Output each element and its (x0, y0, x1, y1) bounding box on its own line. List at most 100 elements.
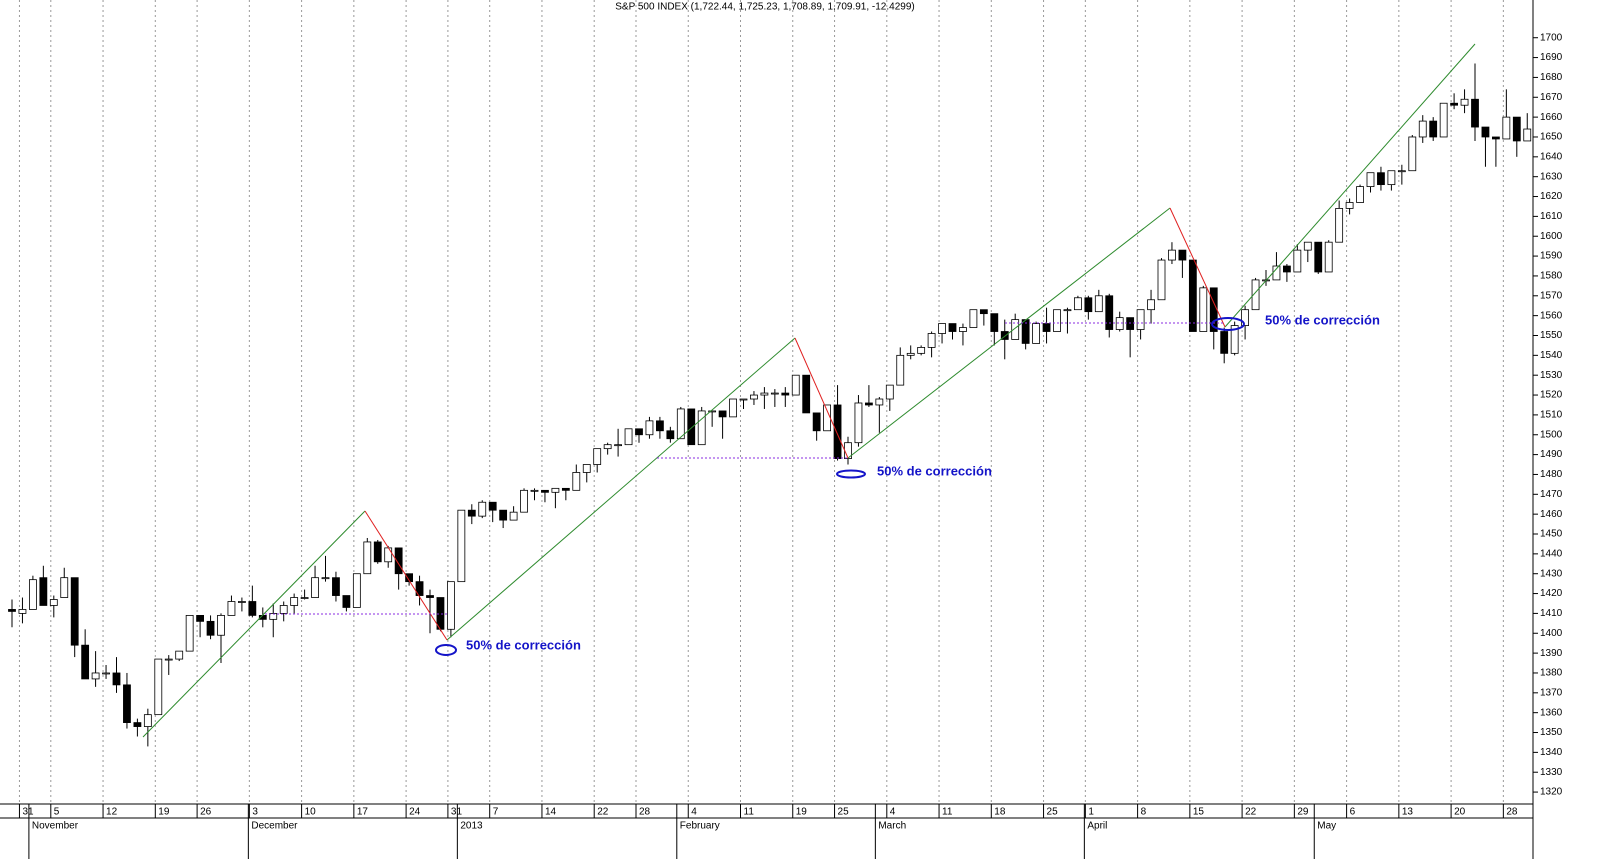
candle-body (154, 658, 163, 716)
y-tick-label: 1400 (1540, 628, 1563, 639)
candle-body (1460, 98, 1469, 106)
y-tick-label: 1340 (1540, 747, 1563, 758)
y-tick-label: 1660 (1540, 112, 1563, 123)
y-tick-label: 1510 (1540, 410, 1563, 421)
candle-body (488, 501, 497, 511)
candle-body (1251, 279, 1260, 311)
month-label: 2013 (460, 821, 483, 832)
candle-body (812, 412, 821, 432)
candle-body (739, 398, 748, 401)
candle-body (290, 597, 299, 606)
candle-body (1335, 208, 1344, 243)
x-tick-label: 17 (357, 807, 369, 818)
candle-body (833, 404, 842, 459)
y-tick-label: 1530 (1540, 370, 1563, 381)
grid (18, 0, 1504, 804)
candle-body (760, 392, 769, 396)
month-label: April (1087, 821, 1107, 832)
marker-ellipse (435, 644, 457, 656)
candle-body (645, 420, 654, 436)
candle-body (321, 577, 330, 580)
x-tick-label: 20 (1454, 807, 1466, 818)
candle-body (1063, 309, 1072, 312)
candle-body (1105, 295, 1114, 330)
candle-body (373, 541, 382, 563)
month-label: March (878, 821, 906, 832)
candle-body (1115, 317, 1124, 330)
candle-body (948, 323, 957, 332)
candle-body (1178, 249, 1187, 261)
y-tick-label: 1380 (1540, 668, 1563, 679)
candle-body (875, 398, 884, 406)
candle-body (384, 547, 393, 563)
y-tick-label: 1350 (1540, 727, 1563, 738)
y-tick-label: 1620 (1540, 191, 1563, 202)
candle-body (1157, 259, 1166, 301)
chart-title: S&P 500 INDEX (1,722.44, 1,725.23, 1,708… (615, 2, 914, 13)
candle-body (217, 614, 225, 636)
candle-body (60, 577, 69, 598)
candle-body (520, 489, 528, 513)
annotation: 50% de corrección (1265, 312, 1380, 327)
candle-body (394, 547, 403, 575)
x-tick-label: 24 (409, 807, 421, 818)
candle-body (1377, 172, 1385, 186)
correction-line (364, 510, 448, 641)
candle-body (123, 684, 131, 723)
y-tick-label: 1550 (1540, 330, 1563, 341)
candle-body (499, 509, 508, 521)
candle-body (426, 595, 434, 598)
candle-body (1084, 297, 1093, 313)
y-tick-label: 1410 (1540, 608, 1563, 619)
candle-body (896, 354, 905, 386)
candle-body (269, 613, 278, 620)
y-tick-label: 1430 (1540, 568, 1563, 579)
candle-body (823, 404, 831, 432)
candle-body (1042, 323, 1051, 332)
candle-body (175, 650, 184, 660)
candle-body (781, 392, 790, 396)
candle-body (248, 601, 257, 616)
x-tick-label: 12 (106, 807, 118, 818)
candle-body (39, 577, 48, 606)
candle-body (237, 601, 246, 603)
candle-body (885, 384, 894, 400)
candle-body (311, 577, 319, 598)
candle-body (206, 620, 215, 636)
y-tick-label: 1360 (1540, 707, 1563, 718)
y-tick-label: 1570 (1540, 290, 1563, 301)
candle-body (1168, 249, 1176, 261)
candle-body (446, 581, 455, 630)
y-tick-label: 1330 (1540, 767, 1563, 778)
candle-body (1094, 295, 1103, 313)
candle-body (49, 599, 58, 606)
marker-ellipse (1211, 317, 1245, 331)
candle-body (582, 464, 591, 473)
candles (8, 63, 1532, 747)
candle-body (750, 394, 758, 400)
x-tick-label: 22 (1245, 807, 1257, 818)
x-tick-label: 25 (1047, 807, 1059, 818)
x-tick-label: 28 (639, 807, 651, 818)
x-tick-label: 29 (1297, 807, 1309, 818)
candle-body (1324, 241, 1333, 273)
x-tick-label: 8 (1141, 807, 1147, 818)
candle-body (1523, 128, 1532, 142)
x-tick-label: 19 (158, 807, 170, 818)
y-tick-label: 1480 (1540, 469, 1563, 480)
y-tick-label: 1640 (1540, 151, 1563, 162)
marker-ellipse (836, 469, 866, 479)
y-tick-label: 1320 (1540, 787, 1563, 798)
y-tick-label: 1490 (1540, 449, 1563, 460)
y-tick-label: 1560 (1540, 310, 1563, 321)
candle-body (1366, 172, 1375, 188)
trend-line (847, 207, 1171, 459)
trend-line (142, 510, 366, 738)
candle-body (1293, 249, 1302, 273)
candle-body (1471, 98, 1479, 128)
candle-body (8, 609, 16, 612)
month-label: May (1317, 821, 1336, 832)
y-tick-label: 1670 (1540, 92, 1563, 103)
candle-body (300, 597, 309, 599)
